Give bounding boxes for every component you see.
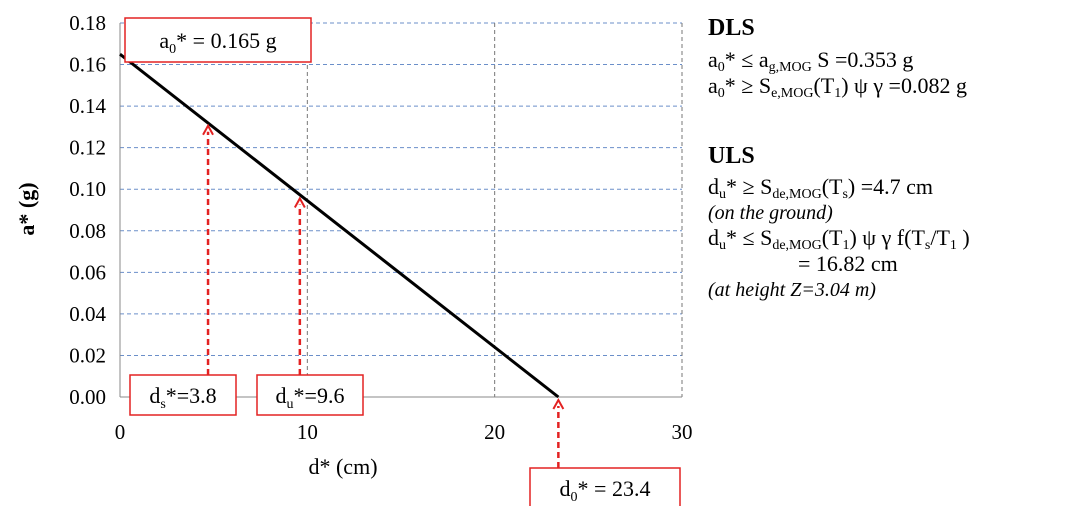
info-panel: DLS a0* ≤ ag,MOG S =0.353 g a0* ≥ Se,MOG…	[708, 14, 1068, 302]
marker-arrowhead	[552, 397, 565, 410]
y-tick-label: 0.12	[69, 136, 106, 160]
marker-label-text: du*=9.6	[276, 383, 345, 412]
marker-label-text: d0* = 23.4	[560, 476, 651, 505]
chart: 0.00 0.02 0.04 0.06 0.08 0.10 0.12 0.14 0.16 0.18…	[14, 11, 693, 506]
y-tick-label: 0.18	[69, 11, 106, 35]
x-tick-label: 30	[672, 420, 693, 444]
a0-label-text: a0* = 0.165 g	[159, 28, 276, 57]
y-tick-label: 0.00	[69, 385, 106, 409]
marker-label: ds*=3.8	[129, 374, 237, 416]
grid	[120, 22, 683, 397]
x-tick-label: 20	[484, 420, 505, 444]
dls-line-2: a0* ≥ Se,MOG(T1) ψ γ =0.082 g	[708, 73, 967, 102]
x-tick-label: 0	[115, 420, 126, 444]
uls-note-height: (at height Z=3.04 m)	[708, 278, 876, 301]
uls-title: ULS	[708, 142, 755, 169]
tick-labels: 0.00 0.02 0.04 0.06 0.08 0.10 0.12 0.14 0.16 0.18…	[69, 11, 692, 444]
y-tick-label: 0.14	[69, 94, 106, 118]
marker-label-text: ds*=3.8	[149, 383, 216, 412]
capacity-curve	[119, 52, 560, 399]
series	[119, 52, 560, 399]
marker-arrowhead	[293, 196, 306, 208]
uls-note-ground: (on the ground)	[708, 201, 833, 224]
dls-title: DLS	[708, 15, 755, 41]
y-tick-label: 0.10	[69, 177, 106, 201]
uls-line-1: du* ≥ Sde,MOG(Ts) =4.7 cm	[708, 174, 934, 203]
y-tick-label: 0.16	[69, 53, 106, 77]
uls-line-2: du* ≤ Sde,MOG(T1) ψ γ f(Ts/T1 )	[708, 224, 970, 253]
marker-arrowhead	[202, 123, 214, 136]
marker-label: d0* = 23.4	[529, 467, 681, 506]
y-tick-label: 0.06	[69, 260, 106, 284]
x-axis-label: d* (cm)	[308, 454, 377, 479]
y-axis-label: a* (g)	[14, 182, 39, 235]
y-tick-label: 0.02	[69, 343, 106, 367]
marker-label-box	[256, 374, 364, 416]
annotations: a0* = 0.165 g ds*=3.8 du*=9.6 d0* = 23.4	[124, 17, 681, 506]
marker-label: du*=9.6	[256, 374, 364, 416]
uls-line-3: = 16.82 cm	[798, 251, 898, 277]
x-tick-label: 10	[297, 420, 318, 444]
axes	[119, 23, 682, 398]
marker-label-box	[529, 467, 681, 506]
y-tick-label: 0.04	[69, 302, 106, 326]
a0-label: a0* = 0.165 g	[124, 17, 312, 63]
marker-label-box	[129, 374, 237, 416]
a0-label-box	[124, 17, 312, 63]
dls-line-1: a0* ≤ ag,MOG S =0.353 g	[708, 46, 914, 75]
y-tick-label: 0.08	[69, 219, 106, 243]
